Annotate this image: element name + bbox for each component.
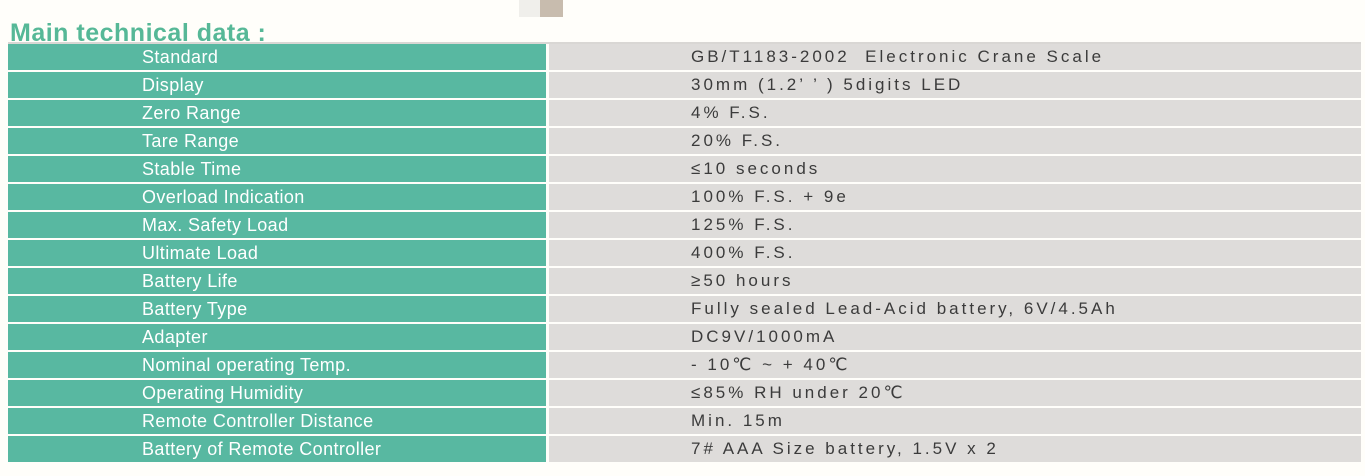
row-label: Display	[8, 72, 546, 98]
table-row: Battery Type Fully sealed Lead-Acid batt…	[8, 296, 1361, 322]
row-value: Min. 15m	[549, 408, 1361, 434]
decor-square-light	[519, 0, 540, 17]
row-value: 100% F.S. + 9e	[549, 184, 1361, 210]
table-row: Tare Range 20% F.S.	[8, 128, 1361, 154]
row-label: Operating Humidity	[8, 380, 546, 406]
table-row: Battery of Remote Controller 7# AAA Size…	[8, 436, 1361, 462]
decor-square-tan	[540, 0, 563, 17]
row-value: 125% F.S.	[549, 212, 1361, 238]
row-label: Adapter	[8, 324, 546, 350]
row-value: - 10℃ ~ + 40℃	[549, 352, 1361, 378]
row-value: 30mm (1.2’ ’ ) 5digits LED	[549, 72, 1361, 98]
table-row: Adapter DC9V/1000mA	[8, 324, 1361, 350]
table-row: Max. Safety Load 125% F.S.	[8, 212, 1361, 238]
row-value: ≤85% RH under 20℃	[549, 380, 1361, 406]
row-value: GB/T1183-2002 Electronic Crane Scale	[549, 44, 1361, 70]
table-row: Nominal operating Temp. - 10℃ ~ + 40℃	[8, 352, 1361, 378]
row-label: Remote Controller Distance	[8, 408, 546, 434]
row-value: 400% F.S.	[549, 240, 1361, 266]
row-label: Max. Safety Load	[8, 212, 546, 238]
row-label: Stable Time	[8, 156, 546, 182]
row-label: Battery Life	[8, 268, 546, 294]
row-label: Battery of Remote Controller	[8, 436, 546, 462]
spec-table-body: Standard GB/T1183-2002 Electronic Crane …	[8, 44, 1361, 462]
table-row: Stable Time ≤10 seconds	[8, 156, 1361, 182]
row-value: DC9V/1000mA	[549, 324, 1361, 350]
row-value: 7# AAA Size battery, 1.5V x 2	[549, 436, 1361, 462]
row-label: Zero Range	[8, 100, 546, 126]
row-label: Battery Type	[8, 296, 546, 322]
table-row: Display 30mm (1.2’ ’ ) 5digits LED	[8, 72, 1361, 98]
table-row: Operating Humidity ≤85% RH under 20℃	[8, 380, 1361, 406]
row-value: ≤10 seconds	[549, 156, 1361, 182]
table-row: Battery Life ≥50 hours	[8, 268, 1361, 294]
row-value: ≥50 hours	[549, 268, 1361, 294]
table-row: Standard GB/T1183-2002 Electronic Crane …	[8, 44, 1361, 70]
row-label: Standard	[8, 44, 546, 70]
row-label: Nominal operating Temp.	[8, 352, 546, 378]
spec-table: Standard GB/T1183-2002 Electronic Crane …	[8, 42, 1361, 462]
table-row: Ultimate Load 400% F.S.	[8, 240, 1361, 266]
row-label: Ultimate Load	[8, 240, 546, 266]
table-row: Zero Range 4% F.S.	[8, 100, 1361, 126]
row-label: Tare Range	[8, 128, 546, 154]
row-label: Overload Indication	[8, 184, 546, 210]
table-row: Remote Controller Distance Min. 15m	[8, 408, 1361, 434]
row-value: 20% F.S.	[549, 128, 1361, 154]
table-row: Overload Indication 100% F.S. + 9e	[8, 184, 1361, 210]
row-value: 4% F.S.	[549, 100, 1361, 126]
row-value: Fully sealed Lead-Acid battery, 6V/4.5Ah	[549, 296, 1361, 322]
